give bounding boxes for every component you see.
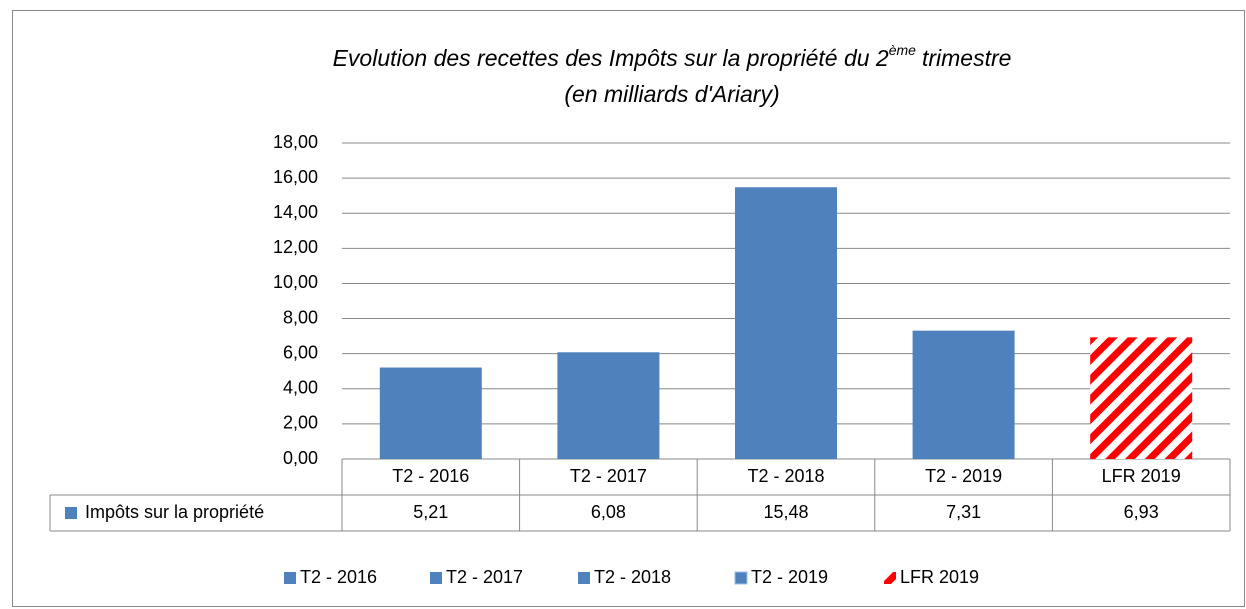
title-part: Evolution des recettes des Impôts sur la… xyxy=(333,45,889,71)
x-tick-label: LFR 2019 xyxy=(1102,466,1181,486)
table-value: 6,08 xyxy=(591,502,626,522)
y-tick-label: 10,00 xyxy=(273,272,318,292)
legend-label: LFR 2019 xyxy=(900,567,979,587)
legend-label: T2 - 2016 xyxy=(300,567,377,587)
series-name: Impôts sur la propriété xyxy=(85,502,264,522)
chart-border xyxy=(12,10,1245,607)
table-value: 5,21 xyxy=(413,502,448,522)
bar xyxy=(557,352,660,459)
legend-key xyxy=(734,571,748,585)
legend-key xyxy=(578,572,590,584)
legend-key xyxy=(284,572,296,584)
legend-label: T2 - 2019 xyxy=(751,567,828,587)
table-value: 6,93 xyxy=(1124,502,1159,522)
y-tick-label: 16,00 xyxy=(273,167,318,187)
bar xyxy=(1090,337,1193,459)
y-tick-label: 8,00 xyxy=(283,307,318,327)
x-tick-label: T2 - 2018 xyxy=(747,466,824,486)
y-tick-label: 4,00 xyxy=(283,378,318,398)
bar xyxy=(912,330,1015,459)
table-value: 15,48 xyxy=(763,502,808,522)
title-superscript: ème xyxy=(889,42,916,58)
legend-label: T2 - 2018 xyxy=(594,567,671,587)
y-tick-label: 14,00 xyxy=(273,202,318,222)
y-tick-label: 0,00 xyxy=(283,448,318,468)
y-tick-label: 2,00 xyxy=(283,413,318,433)
x-tick-label: T2 - 2016 xyxy=(392,466,469,486)
bar xyxy=(379,367,482,459)
bar xyxy=(735,187,837,460)
y-tick-label: 6,00 xyxy=(283,342,318,362)
table-value: 7,31 xyxy=(946,502,981,522)
table-legend-key xyxy=(65,507,77,519)
legend-key xyxy=(430,572,442,584)
title-part: trimestre xyxy=(922,45,1011,71)
x-tick-label: T2 - 2017 xyxy=(570,466,647,486)
y-tick-label: 18,00 xyxy=(273,132,318,152)
chart-title: Evolution des recettes des Impôts sur la… xyxy=(333,42,1012,71)
y-tick-label: 12,00 xyxy=(273,237,318,257)
legend-key xyxy=(884,572,896,584)
legend-label: T2 - 2017 xyxy=(446,567,523,587)
chart-subtitle: (en milliards d'Ariary) xyxy=(564,81,779,107)
x-tick-label: T2 - 2019 xyxy=(925,466,1002,486)
